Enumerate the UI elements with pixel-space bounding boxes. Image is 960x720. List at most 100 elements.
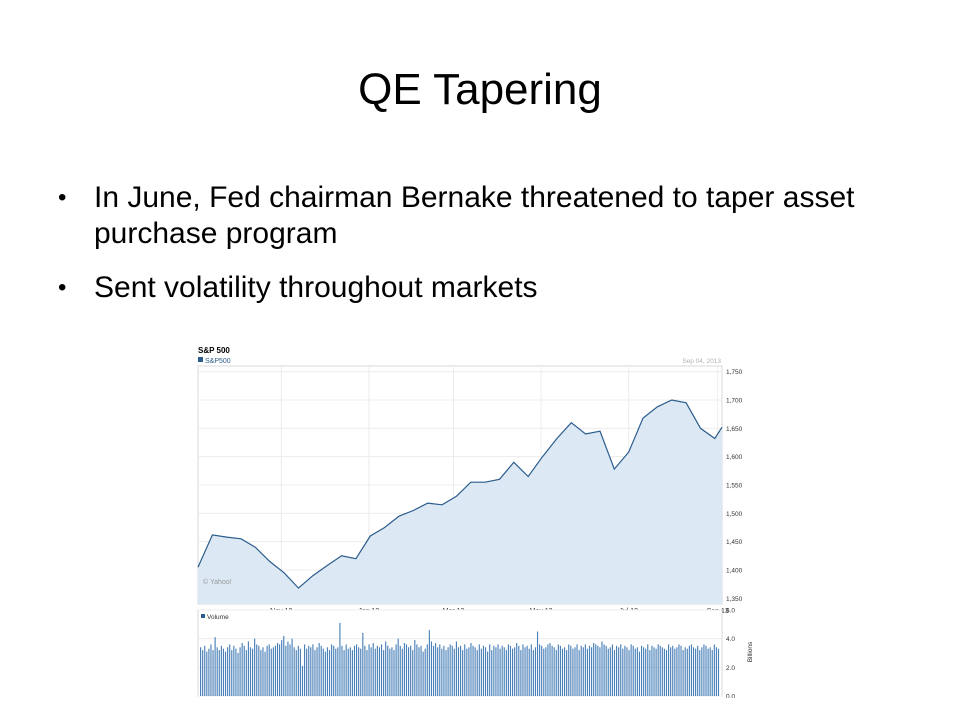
volume-bar xyxy=(634,648,636,696)
volume-bar xyxy=(495,647,497,696)
volume-bar xyxy=(534,647,537,696)
volume-bar xyxy=(478,644,480,696)
volume-bar xyxy=(707,648,709,696)
volume-bar xyxy=(593,643,595,696)
volume-bar xyxy=(539,644,541,696)
volume-bar xyxy=(374,648,376,696)
yahoo-watermark: © Yahoo! xyxy=(203,578,232,586)
volume-bar xyxy=(680,645,682,696)
chart-title: S&P 500 xyxy=(198,346,230,355)
volume-bar xyxy=(206,651,208,696)
volume-bar xyxy=(439,644,441,696)
volume-bar xyxy=(482,645,485,696)
volume-bar xyxy=(252,648,254,696)
volume-legend-label: Volume xyxy=(207,614,229,621)
volume-bar xyxy=(503,647,505,696)
volume-bar xyxy=(378,647,381,696)
volume-bar xyxy=(609,647,611,696)
volume-bar xyxy=(557,644,559,696)
volume-bar xyxy=(682,650,684,696)
volume-bar xyxy=(499,648,501,696)
volume-bar xyxy=(555,650,557,696)
volume-bar xyxy=(695,648,697,696)
volume-bar xyxy=(451,645,453,696)
volume-bar xyxy=(692,647,695,696)
volume-bar xyxy=(668,644,670,696)
volume-bar xyxy=(553,647,555,696)
volume-bar xyxy=(457,647,460,696)
volume-bar xyxy=(370,647,372,696)
volume-bar xyxy=(214,637,216,696)
volume-bar xyxy=(584,644,586,696)
volume-bar xyxy=(665,650,668,696)
volume-bar xyxy=(632,645,634,696)
volume-bar xyxy=(426,644,428,696)
volume-bar xyxy=(239,647,241,696)
volume-bar xyxy=(412,650,414,696)
volume-bar xyxy=(231,650,233,696)
volume-bar xyxy=(403,643,405,696)
volume-bar xyxy=(391,647,393,696)
volume-bar xyxy=(487,651,489,696)
volume-bar xyxy=(576,644,578,696)
volume-bar xyxy=(659,645,661,696)
volume-bar xyxy=(368,644,370,696)
volume-bar xyxy=(711,650,713,696)
volume-bar xyxy=(462,650,464,696)
volume-bar xyxy=(422,651,424,696)
volume-bar xyxy=(306,648,308,696)
volume-bar xyxy=(578,650,580,696)
volume-bar xyxy=(397,638,399,696)
volume-bar xyxy=(347,648,349,696)
volume-bar xyxy=(358,647,360,696)
volume-bar xyxy=(630,644,632,696)
volume-bar xyxy=(607,648,609,696)
price-y-tick-label: 1,750 xyxy=(726,369,743,376)
volume-bar xyxy=(420,645,422,696)
volume-bar xyxy=(643,647,645,696)
volume-bar xyxy=(653,647,655,696)
volume-bar xyxy=(204,645,206,696)
volume-bar xyxy=(210,644,212,696)
volume-bar xyxy=(709,647,711,696)
volume-bar xyxy=(245,650,247,696)
bullet-list: • In June, Fed chairman Bernake threaten… xyxy=(58,180,918,324)
volume-bar xyxy=(279,644,281,696)
volume-bar xyxy=(597,645,599,696)
volume-bar xyxy=(701,647,703,696)
volume-bar xyxy=(283,635,285,696)
volume-bar xyxy=(229,644,231,696)
volume-bar xyxy=(484,647,487,696)
volume-bar xyxy=(501,645,503,696)
volume-bar xyxy=(414,640,416,696)
volume-bar xyxy=(447,647,449,696)
volume-y-tick-label: 2.0 xyxy=(726,665,735,672)
volume-bar xyxy=(645,648,647,696)
volume-bar xyxy=(628,650,630,696)
volume-bar xyxy=(281,640,283,696)
volume-bar xyxy=(260,650,262,696)
volume-bar xyxy=(262,647,264,696)
volume-bar xyxy=(622,648,624,696)
volume-bar xyxy=(678,644,680,696)
volume-bar xyxy=(676,647,678,696)
volume-bar xyxy=(249,647,252,696)
volume-bar xyxy=(651,645,653,696)
volume-bar xyxy=(289,644,291,696)
volume-bar xyxy=(299,648,301,696)
volume-bar xyxy=(331,644,333,696)
volume-bar xyxy=(272,647,274,696)
volume-bar xyxy=(418,647,420,696)
price-y-tick-label: 1,650 xyxy=(726,426,743,433)
volume-bar xyxy=(684,647,686,696)
volume-bar xyxy=(222,648,225,696)
volume-bar xyxy=(316,647,318,696)
volume-bar xyxy=(276,643,279,696)
volume-bar xyxy=(247,641,249,696)
volume-bar xyxy=(512,648,514,696)
volume-bar xyxy=(468,647,470,696)
volume-bar xyxy=(582,647,584,696)
volume-bar xyxy=(339,622,341,696)
volume-bar xyxy=(455,641,457,696)
volume-bar xyxy=(647,644,649,696)
